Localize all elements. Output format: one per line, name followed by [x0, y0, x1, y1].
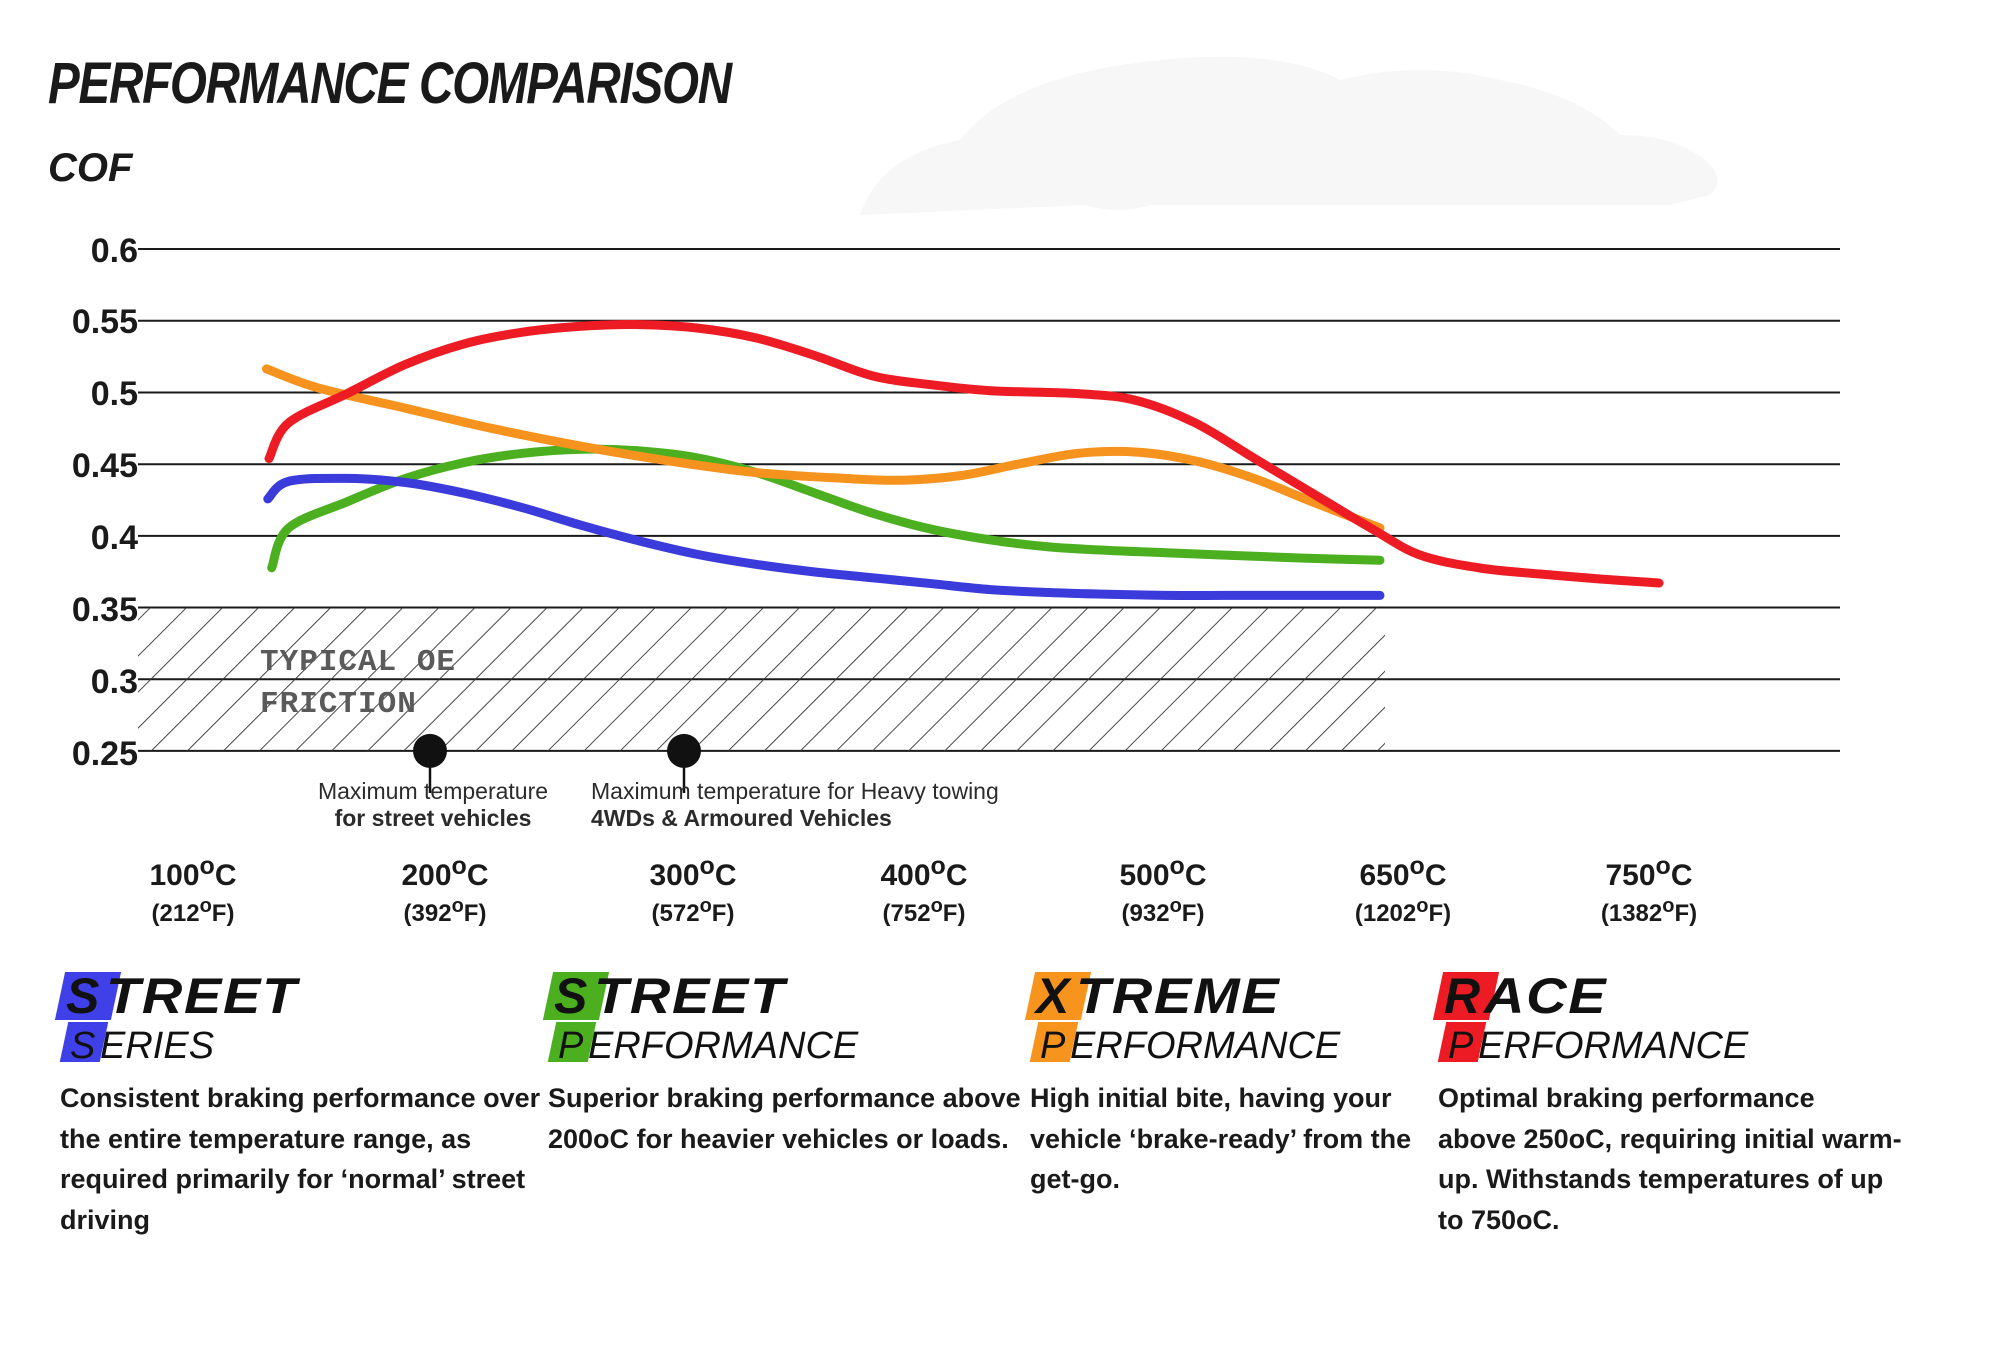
svg-text:FRICTION: FRICTION: [260, 687, 417, 722]
svg-text:TYPICAL OE: TYPICAL OE: [260, 645, 456, 680]
